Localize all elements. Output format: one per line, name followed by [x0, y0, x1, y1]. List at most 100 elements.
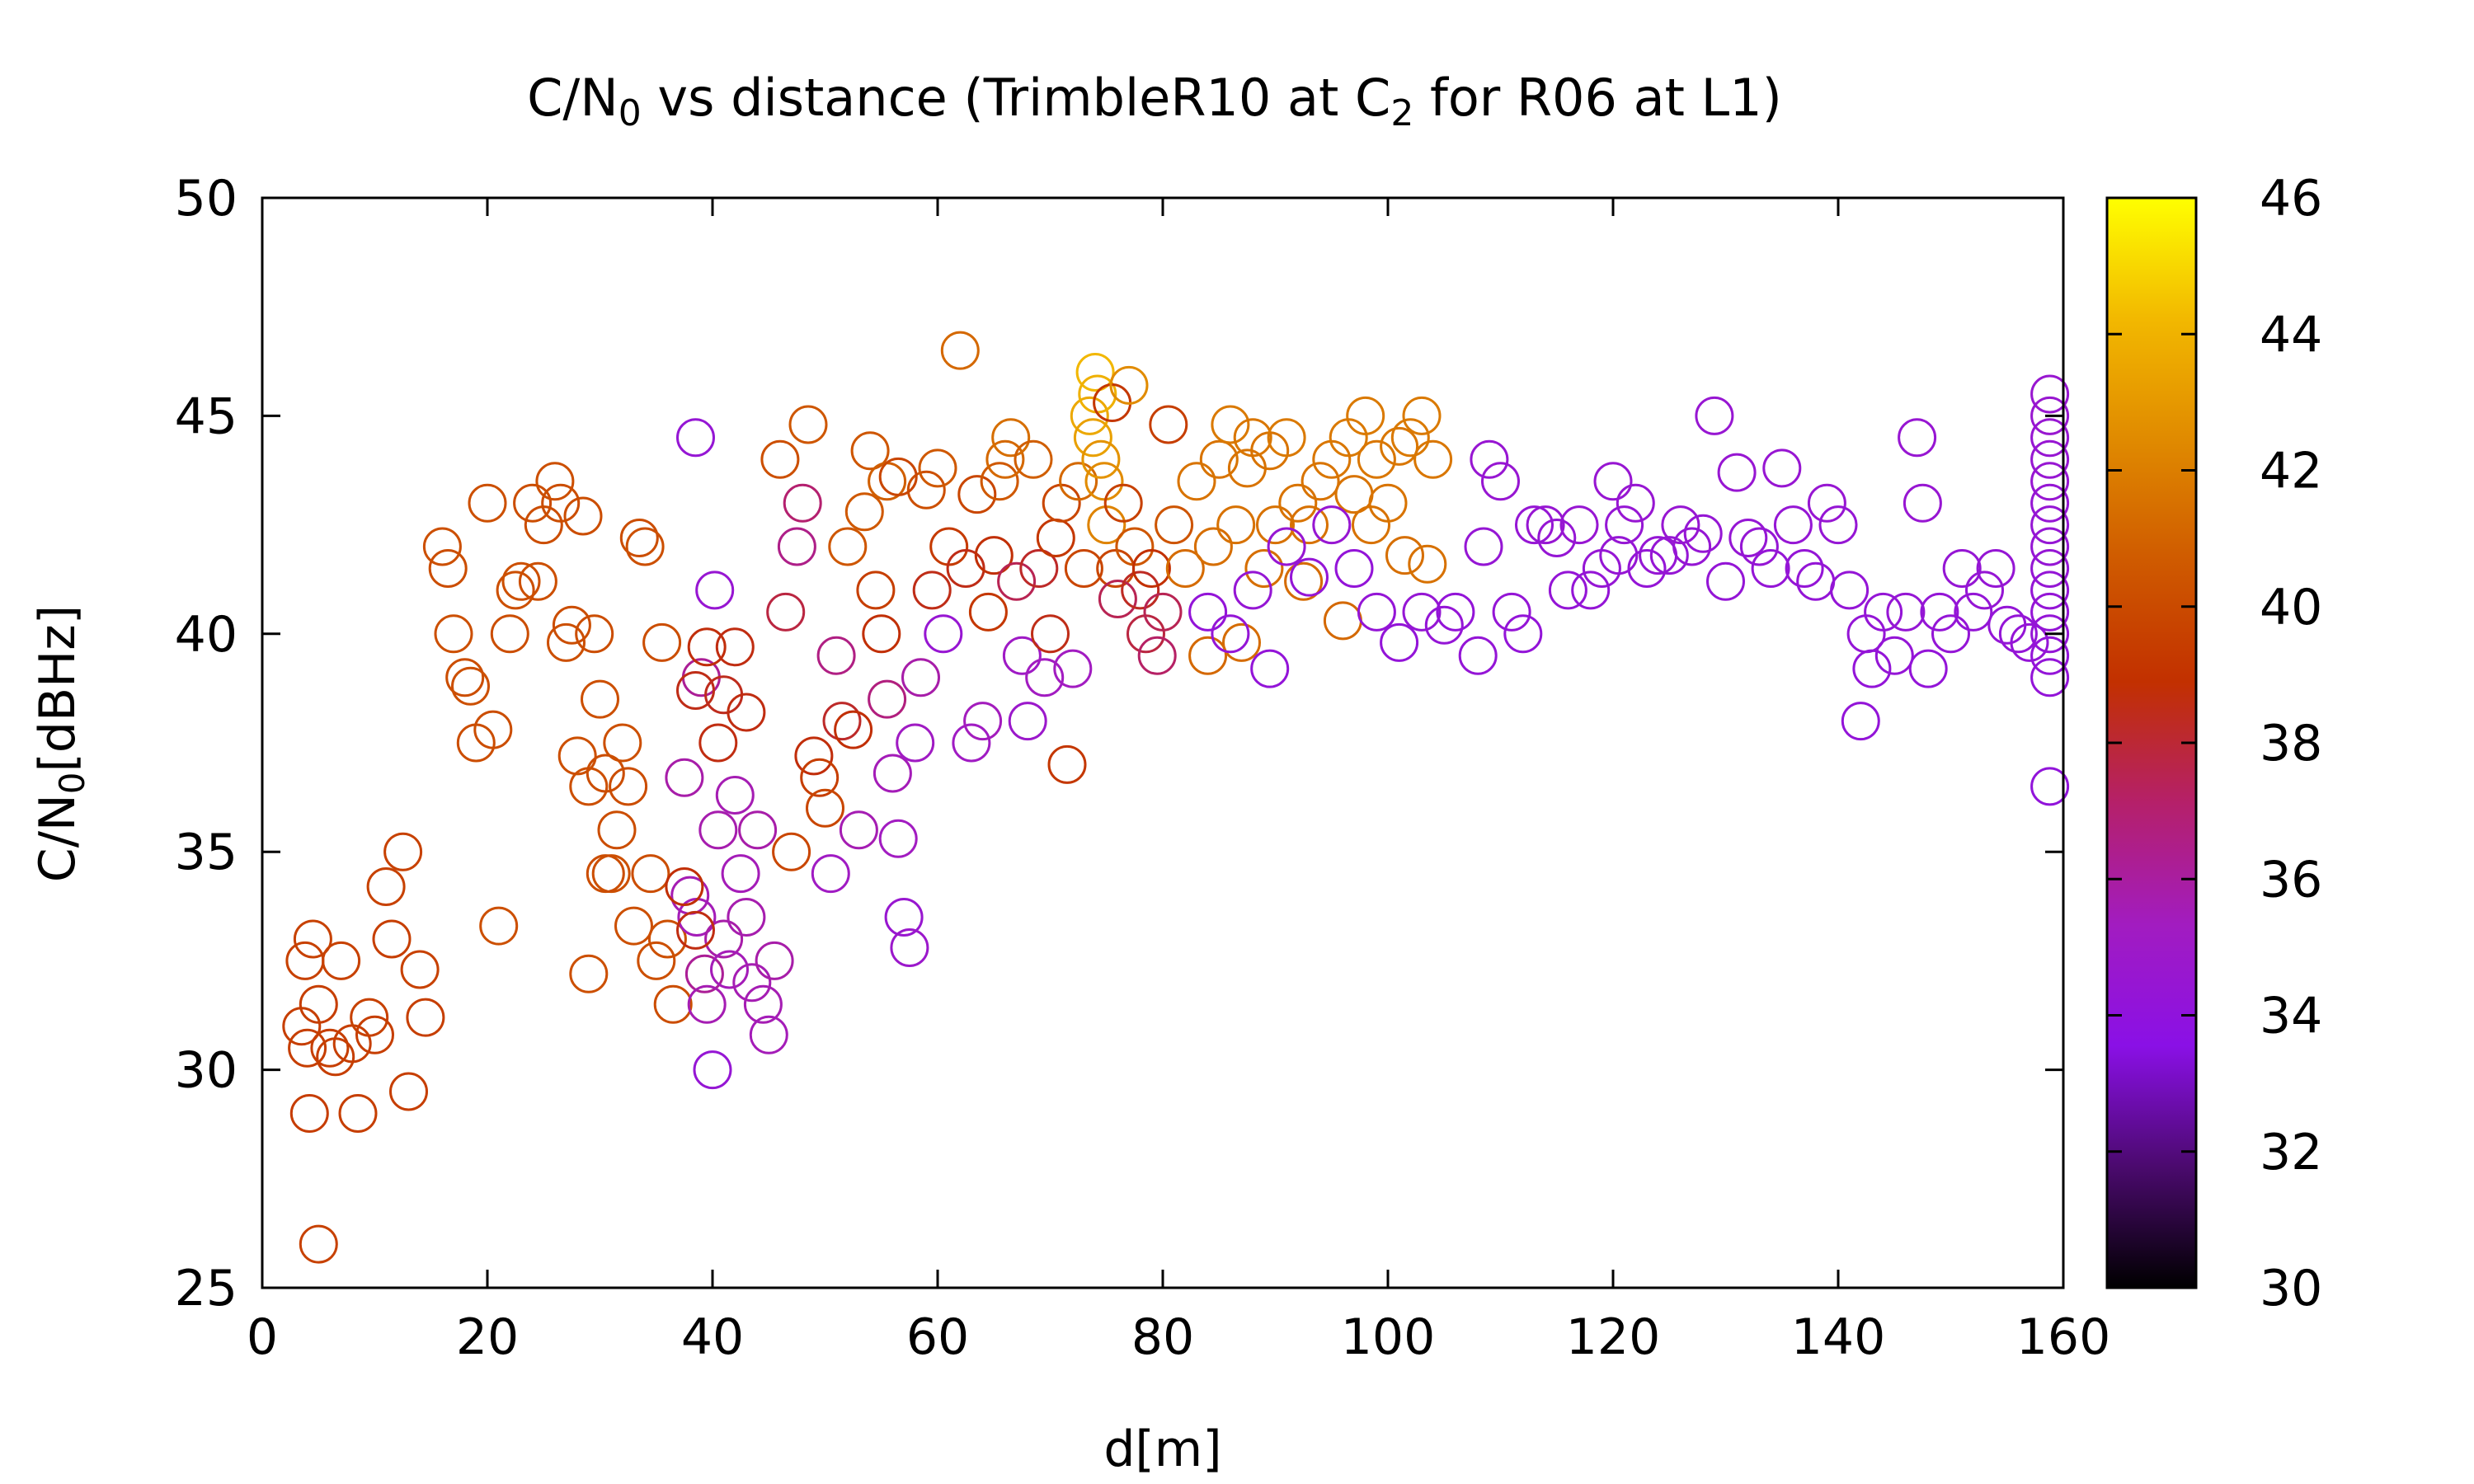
data-point	[1559, 505, 1599, 545]
data-point	[1098, 580, 1137, 618]
x-tick-label: 160	[2016, 1308, 2111, 1366]
data-point	[625, 527, 665, 566]
title-suffix: for R06 at L1)	[1413, 68, 1782, 128]
x-tick-label: 80	[1131, 1308, 1194, 1366]
data-point	[878, 457, 918, 496]
data-point	[372, 919, 412, 959]
data-point	[1413, 439, 1453, 479]
data-point	[1380, 426, 1419, 466]
data-point	[963, 702, 1003, 741]
data-point	[428, 549, 468, 588]
data-point	[1818, 505, 1858, 545]
data-point	[1346, 396, 1385, 435]
data-point	[816, 636, 856, 675]
data-point	[1695, 396, 1734, 435]
data-point	[1025, 658, 1065, 697]
data-point	[2030, 614, 2070, 654]
data-point	[940, 331, 980, 370]
data-point	[1002, 636, 1042, 675]
data-point	[1390, 418, 1430, 458]
data-point	[1250, 649, 1290, 688]
data-point	[575, 614, 614, 654]
data-point	[924, 614, 963, 654]
data-point	[1357, 439, 1396, 479]
data-point	[1864, 592, 1903, 632]
data-point	[1084, 462, 1124, 501]
data-point	[1886, 592, 1926, 632]
data-point	[755, 941, 794, 980]
y-tick-label: 25	[175, 1260, 238, 1317]
data-point	[822, 702, 862, 741]
data-point	[828, 527, 868, 566]
x-axis-ticks: 0 20 40 60 80 100 120 140 160	[247, 198, 2110, 1366]
data-point	[1683, 514, 1723, 553]
data-point	[586, 854, 625, 894]
y-tick-label: 30	[175, 1042, 238, 1100]
data-point	[1807, 483, 1846, 523]
data-point	[496, 571, 535, 610]
data-point	[896, 723, 935, 763]
data-point	[513, 483, 553, 523]
data-point	[806, 788, 844, 828]
data-point	[1931, 614, 1970, 654]
x-tick-label: 20	[456, 1308, 519, 1366]
data-point	[338, 1094, 378, 1133]
data-point	[912, 571, 952, 610]
data-point	[743, 984, 783, 1024]
data-point	[383, 832, 423, 871]
y-tick-label: 35	[175, 824, 238, 881]
data-point	[878, 819, 918, 858]
data-point	[1751, 549, 1790, 588]
data-point	[1059, 462, 1098, 501]
data-point	[518, 561, 557, 601]
data-point	[1222, 622, 1261, 662]
data-point	[434, 614, 473, 654]
data-points	[282, 331, 2070, 1264]
data-point	[890, 928, 929, 967]
data-point	[1036, 519, 1075, 557]
data-point	[884, 898, 924, 937]
data-point	[289, 1094, 329, 1133]
title-mid: vs distance (TrimbleR10 at C	[642, 68, 1391, 128]
data-point	[1177, 462, 1216, 501]
data-point	[1047, 744, 1087, 784]
data-point	[1503, 614, 1543, 654]
data-point	[704, 675, 744, 715]
data-point	[1773, 505, 1813, 545]
data-point	[1380, 622, 1419, 662]
data-point	[631, 854, 670, 894]
data-point	[1143, 592, 1183, 632]
data-point	[991, 418, 1031, 458]
data-point	[906, 470, 946, 510]
data-point	[642, 622, 682, 662]
data-point	[1942, 549, 1982, 588]
data-point	[552, 605, 591, 645]
data-point	[1605, 505, 1644, 545]
data-point	[603, 723, 642, 763]
data-point	[557, 736, 597, 776]
data-point	[288, 1028, 327, 1068]
data-point	[1278, 483, 1318, 523]
data-point	[316, 1037, 355, 1077]
data-point	[2030, 571, 2070, 610]
data-point	[1402, 592, 1442, 632]
data-point	[2030, 374, 2070, 414]
y-axis-ticks: 25 30 35 40 45 50	[175, 170, 2063, 1317]
data-point	[1537, 519, 1577, 557]
data-point	[1149, 405, 1188, 444]
data-point	[738, 810, 778, 850]
data-point	[1987, 605, 2027, 645]
data-point	[547, 622, 586, 662]
data-point	[1199, 439, 1239, 479]
data-point	[1357, 592, 1396, 632]
data-point	[2030, 418, 2070, 458]
data-point	[1019, 549, 1059, 588]
data-point	[1436, 592, 1475, 632]
x-tick-label: 40	[681, 1308, 744, 1366]
data-point	[1290, 557, 1329, 597]
data-point	[839, 810, 878, 850]
data-point	[1188, 636, 1228, 675]
data-point	[1103, 483, 1143, 523]
data-point	[2030, 462, 2070, 501]
data-point	[811, 854, 850, 894]
